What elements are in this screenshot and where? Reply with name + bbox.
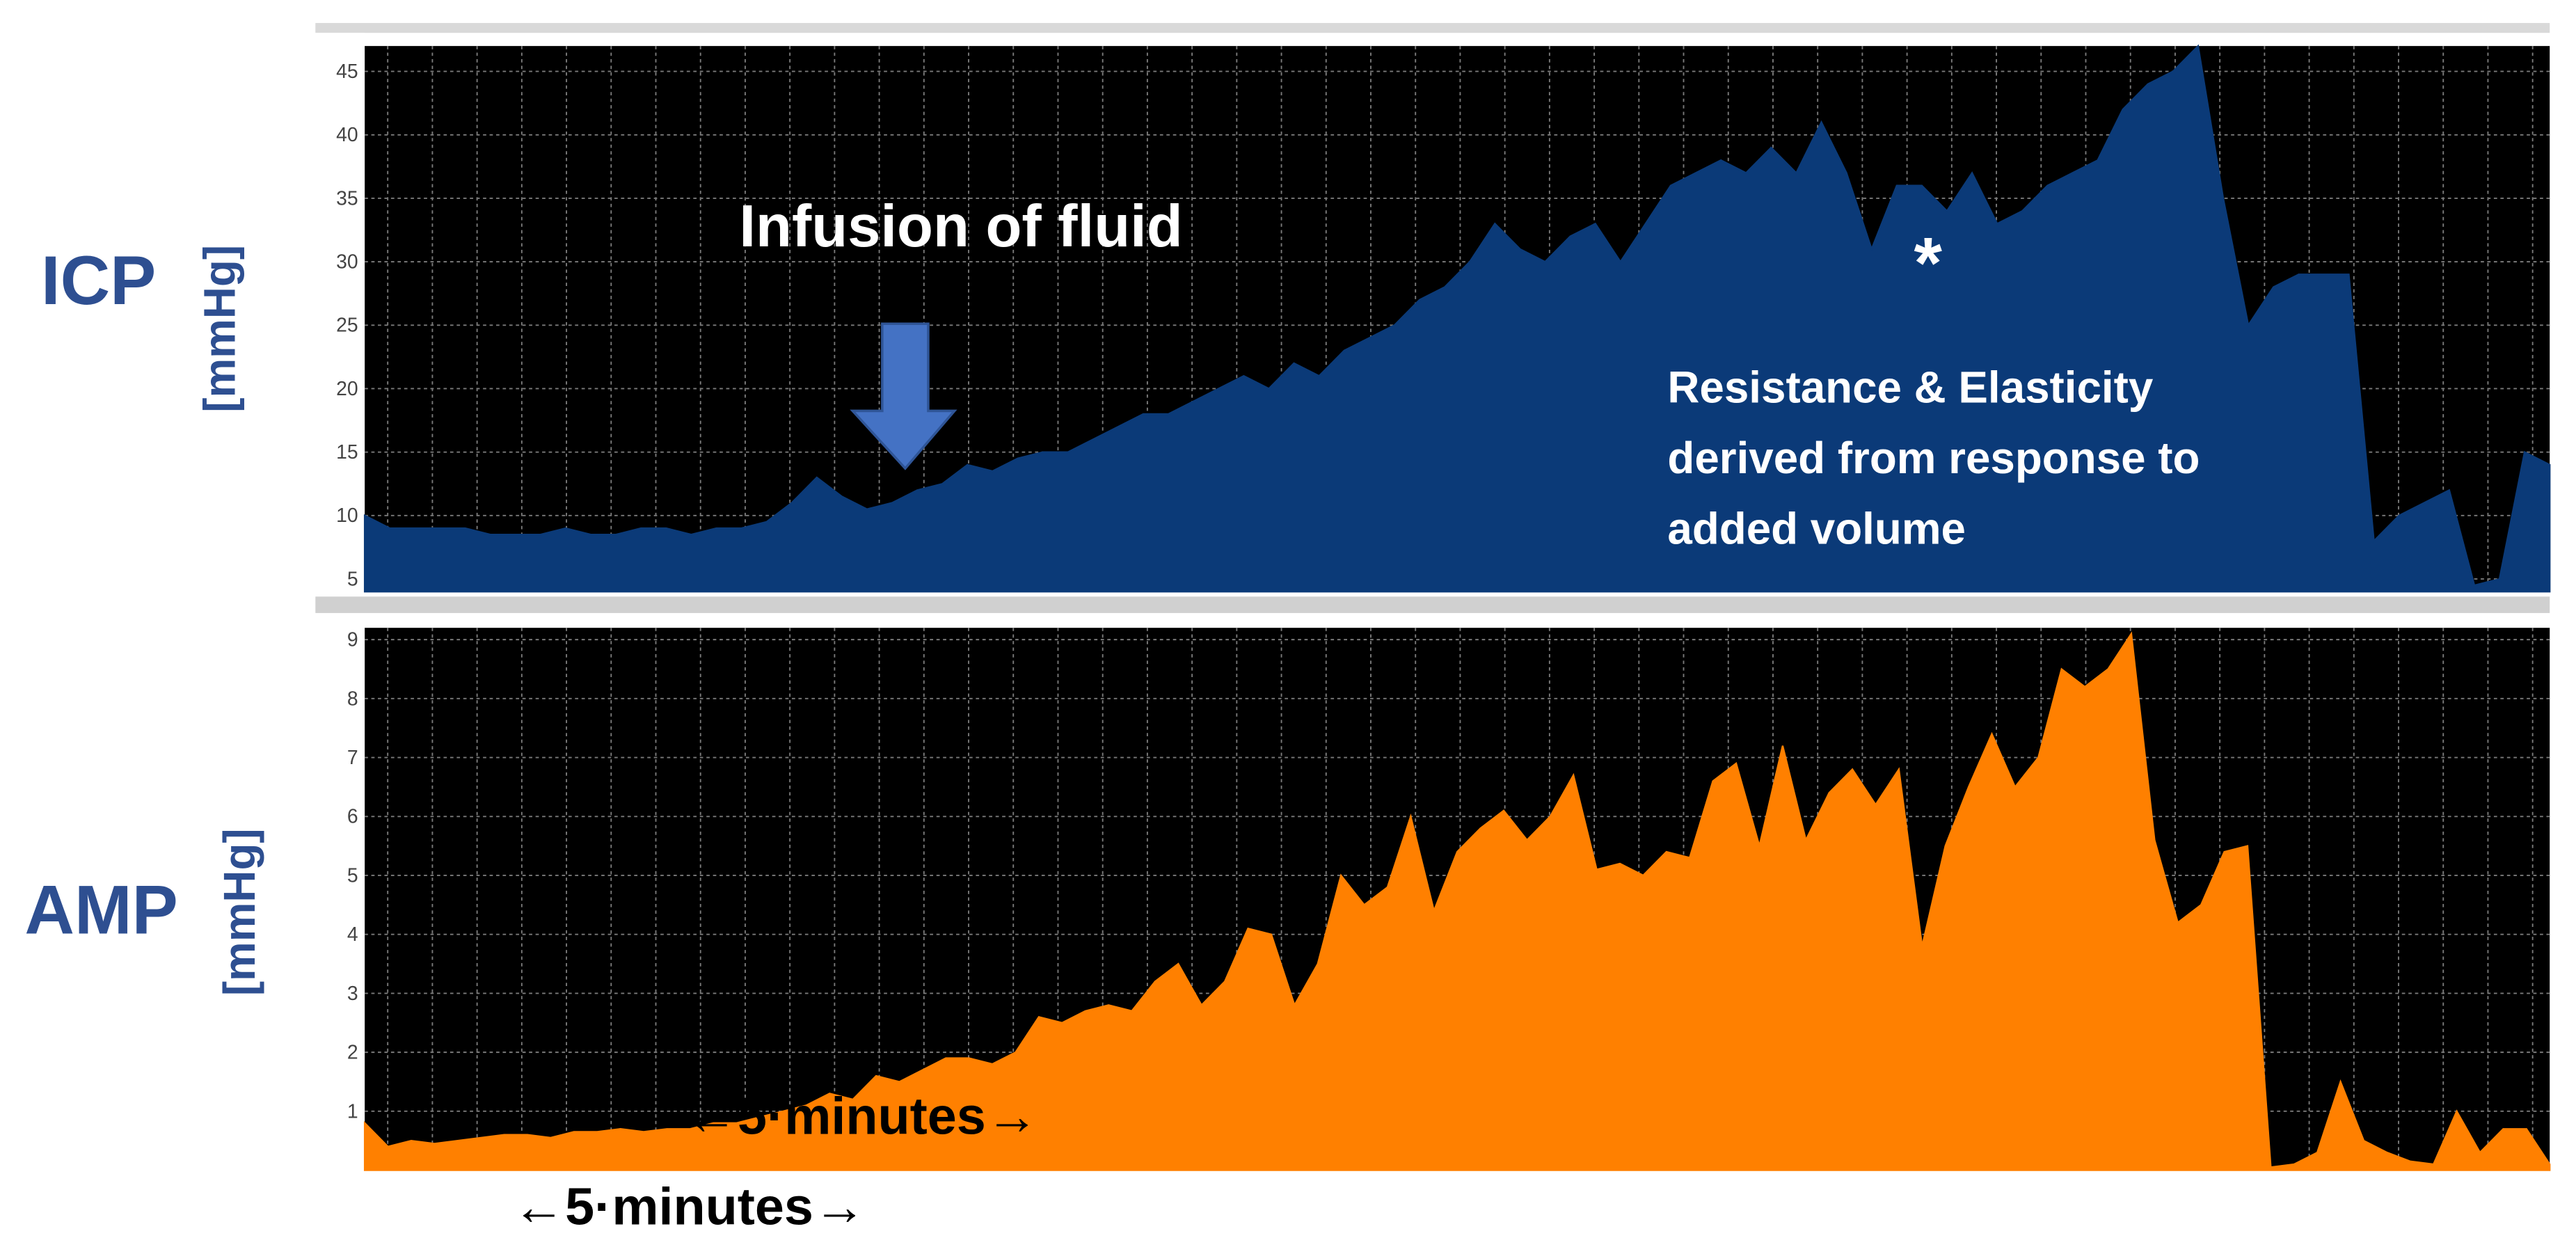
y-tick-label: 1 — [347, 1100, 358, 1122]
y-tick-label: 35 — [336, 187, 358, 209]
overlay: ICP [mmHg] AMP [mmHg] Infusion of fluid … — [24, 193, 2200, 1236]
y-tick-label: 8 — [347, 688, 358, 710]
y-tick-label: 5 — [347, 568, 358, 590]
y-tick-label: 7 — [347, 747, 358, 769]
top-strip — [315, 23, 2550, 33]
annotation: * — [1914, 223, 1943, 303]
y-label: AMP — [24, 871, 177, 949]
y-tick-label: 2 — [347, 1042, 358, 1064]
panel-separator — [315, 596, 2550, 613]
annotation: ←5·minutes→ — [685, 1088, 1039, 1146]
plot-bg — [315, 614, 365, 1170]
y-tick-label: 5 — [347, 864, 358, 887]
y-tick-label: 30 — [336, 251, 358, 273]
y-tick-label: 3 — [347, 983, 358, 1005]
annotation: Resistance & Elasticity — [1667, 363, 2153, 413]
annotation: Infusion of fluid — [739, 193, 1182, 260]
arrow — [850, 322, 957, 470]
annotation: ←5·minutes→ — [513, 1177, 866, 1236]
area — [363, 631, 2551, 1171]
y-tick-label: 20 — [336, 378, 358, 400]
y-label: ICP — [41, 242, 156, 319]
y-tick-label: 4 — [347, 923, 358, 946]
y-tick-label: 40 — [336, 124, 358, 146]
y-unit: [mmHg] — [195, 245, 245, 413]
y-unit: [mmHg] — [214, 828, 264, 996]
y-tick-label: 15 — [336, 441, 358, 463]
plot-bg — [315, 33, 365, 592]
y-tick-label: 6 — [347, 806, 358, 828]
y-tick-label: 25 — [336, 315, 358, 337]
y-tick-label: 45 — [336, 61, 358, 83]
annotation: added volume — [1667, 504, 1966, 554]
y-tick-label: 9 — [347, 629, 358, 651]
area — [363, 44, 2551, 593]
annotation: derived from response to — [1667, 433, 2200, 483]
y-tick-label: 10 — [336, 505, 358, 527]
